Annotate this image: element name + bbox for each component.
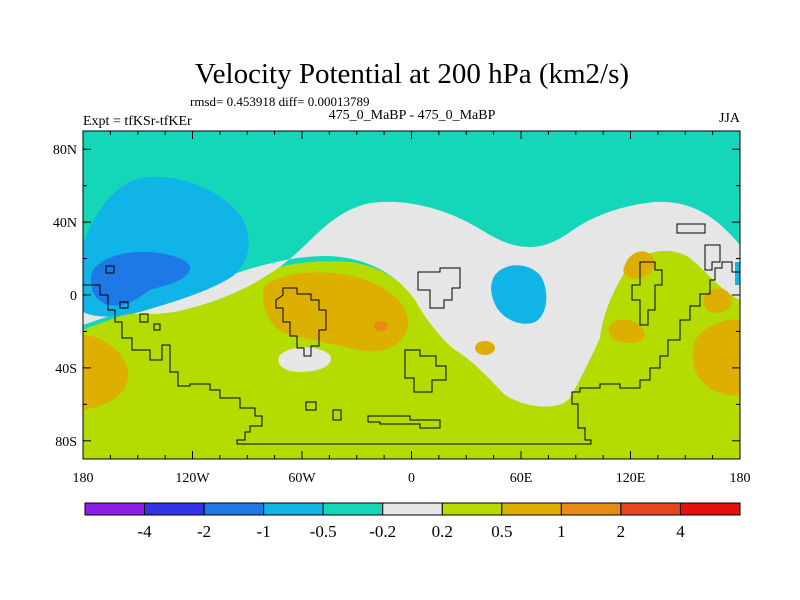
level-fill-blue-east-edge — [735, 262, 740, 285]
y-tick-label-4: 80S — [55, 435, 77, 450]
coastline-pacific-island-4 — [119, 301, 129, 309]
coastline-south-america — [275, 287, 327, 357]
level-fill-darkorange-core — [374, 321, 388, 331]
colorbar-label-7: 1 — [557, 522, 566, 541]
coastline-africa — [417, 267, 461, 309]
x-tick-label-6: 180 — [730, 471, 751, 486]
x-tick-label-4: 60E — [510, 471, 533, 486]
level-fill-blue-core — [90, 251, 191, 306]
colorbar: -4 -2 -1 -0.5 -0.2 0.2 0.5 1 2 4 — [84, 502, 741, 541]
level-fill-orange-nepac — [623, 251, 655, 279]
colorbar-label-5: 0.2 — [432, 522, 453, 541]
colorbar-swatch-4 — [322, 502, 384, 516]
colorbar-label-4: -0.2 — [369, 522, 396, 541]
colorbar-swatch-8 — [560, 502, 622, 516]
colorbar-swatch-6 — [441, 502, 503, 516]
level-fill-orange-africa-spot — [475, 341, 495, 355]
contour-field — [83, 131, 740, 459]
colorbar-label-2: -1 — [257, 522, 271, 541]
coastline-small-island-b — [332, 409, 342, 421]
colorbar-label-0: -4 — [137, 522, 152, 541]
x-tick-label-0: 180 — [73, 471, 94, 486]
coastline-asia-pieces — [704, 244, 721, 271]
level-fill-orange-samerica — [262, 272, 409, 352]
y-tick-label-0: 80N — [53, 143, 77, 158]
colorbar-label-8: 2 — [617, 522, 626, 541]
y-tick-label-3: 40S — [55, 362, 77, 377]
y-axis: 80N 40N 0 40S 80S — [53, 143, 740, 450]
colorbar-swatch-7 — [501, 502, 562, 516]
colorbar-swatch-2 — [203, 502, 265, 516]
coastline-north-america — [83, 261, 740, 445]
season-label: JJA — [719, 111, 741, 126]
x-tick-label-3: 0 — [408, 471, 415, 486]
level-fill-orange-indian — [608, 319, 645, 344]
coastline-pacific-island-3 — [153, 323, 161, 331]
colorbar-swatch-5 — [382, 502, 443, 516]
coastline-eurasia — [631, 261, 663, 326]
rmsd-diff-label: rmsd= 0.453918 diff= 0.00013789 — [190, 94, 369, 109]
coastline-pacific-island — [105, 265, 115, 274]
y-tick-label-1: 40N — [53, 216, 77, 231]
y-tick-label-2: 0 — [70, 289, 77, 304]
x-tick-label-1: 120W — [175, 471, 210, 486]
level-fill-orange-right — [692, 319, 740, 396]
colorbar-label-1: -2 — [197, 522, 211, 541]
x-tick-label-2: 60W — [288, 471, 316, 486]
colorbar-swatch-1 — [144, 502, 205, 516]
coastline-southern-africa — [404, 349, 447, 393]
colorbar-label-6: 0.5 — [491, 522, 512, 541]
coastlines — [83, 223, 740, 445]
level-fill-grey-band — [83, 201, 740, 407]
colorbar-swatch-9 — [620, 502, 681, 516]
colorbar-label-9: 4 — [676, 522, 685, 541]
coastline-arctic-island — [676, 223, 706, 234]
coastline-small-island-a — [305, 401, 317, 411]
coastline-antarctic-pieces — [367, 415, 441, 429]
x-tick-label-5: 120E — [616, 471, 646, 486]
period-label: 475_0_MaBP - 475_0_MaBP — [329, 108, 496, 123]
coastline-pacific-island-2 — [139, 313, 149, 323]
colorbar-swatch-0 — [84, 502, 146, 516]
level-fill-grey-blob — [278, 347, 331, 372]
level-fill-grey-right — [545, 243, 562, 259]
level-fill-green-south — [83, 235, 740, 459]
chart-title: Velocity Potential at 200 hPa (km2/s) — [195, 58, 629, 90]
colorbar-swatch-10 — [679, 502, 741, 516]
x-axis: 180 120W 60W 0 60E 120E 180 — [73, 131, 751, 486]
experiment-label: Expt = tfKSr-tfKEr — [83, 114, 192, 129]
level-fill-lightblue-africa — [491, 265, 547, 324]
colorbar-label-3: -0.5 — [310, 522, 337, 541]
level-fill-orange-left — [83, 335, 129, 410]
colorbar-swatch-3 — [263, 502, 324, 516]
